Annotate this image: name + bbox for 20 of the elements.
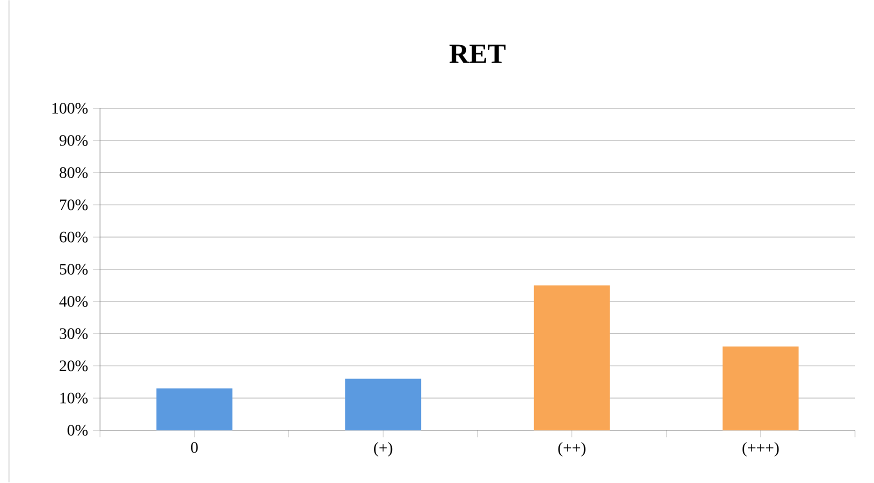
y-tick-label: 70% [60,200,88,210]
y-tick-label: 30% [60,328,88,340]
bar [345,378,422,430]
y-tick-label: 40% [59,296,88,308]
x-tick-label: (++) [558,442,586,457]
y-tick-label: 20% [60,360,88,372]
chart-title: RET [450,44,506,64]
y-tick-label: 0% [68,425,88,436]
x-tick-label: (+++) [742,442,779,457]
y-tick-label: 10% [60,392,88,404]
y-tick-label: 50% [60,264,88,275]
y-tick-label: 60% [60,232,88,243]
bar [534,286,610,430]
x-tick-label: (+) [374,442,392,457]
x-tick-label: 0 [191,442,198,454]
y-tick-label: 80% [60,168,88,178]
y-tick-label: 90% [60,135,88,146]
bar [722,346,799,430]
bar [156,388,232,430]
y-tick-label: 100% [52,103,88,114]
